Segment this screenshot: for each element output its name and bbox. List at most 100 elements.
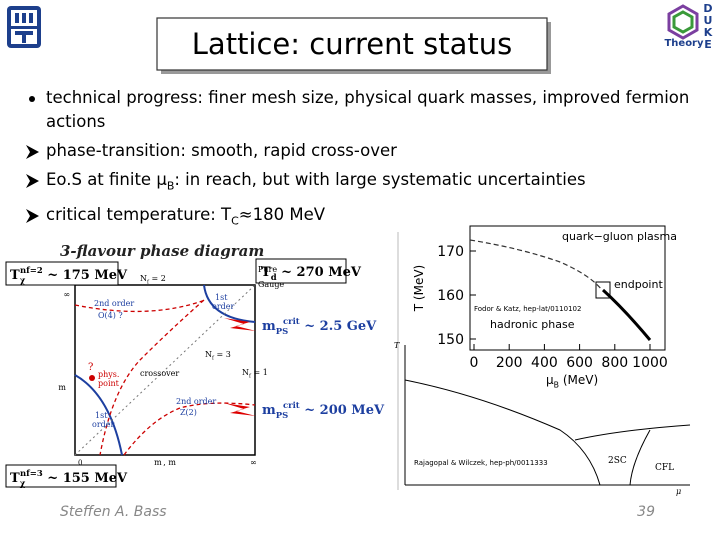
- reference: Rajagopal & Wilczek, hep-ph/0011333: [414, 459, 548, 467]
- bullet-marker: [18, 139, 46, 163]
- label-base: m: [262, 403, 276, 418]
- figure-label: 1st: [215, 293, 228, 302]
- y-tick-label: 150: [437, 332, 464, 348]
- figure-label: 2nd order: [94, 299, 134, 308]
- label-sup: crit: [283, 400, 300, 410]
- bullet-item: critical temperature: TC≈180 MeV: [18, 203, 698, 233]
- figure-label: m: [58, 383, 66, 392]
- phys-point: [89, 375, 95, 381]
- first-order-line: [203, 284, 256, 323]
- figure-label: ?: [88, 362, 93, 373]
- text: technical progress: finer mesh size, phy…: [46, 88, 690, 131]
- figure-label: order: [212, 302, 234, 311]
- label-base: N: [205, 350, 212, 359]
- university-logo: [7, 6, 41, 48]
- figure-label: phys.: [98, 370, 119, 379]
- logo-letter: E: [704, 38, 712, 51]
- label-rest: ~ 175 MeV: [43, 268, 128, 283]
- label-sup: crit: [283, 316, 300, 326]
- page-number: 39: [637, 504, 655, 520]
- diagram-frame: [74, 284, 256, 456]
- figure-label: Tχnf=2 ~ 175 MeV: [10, 265, 128, 285]
- arrow-icon: [224, 318, 256, 331]
- figure-label: CFL: [655, 463, 674, 473]
- text: critical temperature: T: [46, 205, 232, 225]
- figure-label: 2SC: [608, 456, 627, 466]
- figure-label: ∞: [250, 458, 257, 467]
- label-box: [5, 261, 119, 286]
- figure-label: ∞: [63, 290, 70, 299]
- ref-bg: [472, 302, 610, 313]
- figure-label: 2nd order: [176, 397, 216, 406]
- figure-label: 1st: [95, 411, 108, 420]
- label-sub: d: [271, 272, 277, 282]
- reference: Fodor & Katz, hep-lat/0110102: [474, 305, 581, 313]
- label-base: T: [261, 265, 271, 280]
- csc-plot: Tμ 2SC CFL Rajagopal & Wilczek, hep-ph/0011…: [394, 341, 691, 496]
- logo-caption: Theory: [664, 38, 704, 49]
- figure-label: 0: [78, 459, 82, 467]
- bullet-text: critical temperature: TC≈180 MeV: [46, 203, 325, 233]
- y-tick-label: 160: [437, 288, 464, 304]
- label-sub: f: [147, 279, 150, 285]
- figure-label: Td ~ 270 MeV: [261, 265, 362, 282]
- arrow: [26, 209, 39, 224]
- title-box: [156, 17, 548, 71]
- logo-letter: K: [704, 26, 713, 39]
- label-rest: (MeV): [559, 373, 598, 387]
- critical-line: [74, 299, 206, 313]
- diagonal: [74, 284, 256, 456]
- label-rest: = 1: [251, 368, 268, 377]
- slide-title: Lattice: current status: [192, 27, 512, 61]
- lattice-plot: 150 160 170 0 200 400 600 800 1000 T (MeV) μB (MeV…: [412, 225, 677, 390]
- figure-label: point: [98, 379, 120, 388]
- label-sub: χ: [20, 275, 26, 285]
- label-rest: ~ 270 MeV: [277, 265, 362, 280]
- figure-label: hadronic phase: [490, 318, 575, 331]
- bullet-list: technical progress: finer mesh size, phy…: [18, 86, 698, 239]
- dot: [29, 96, 35, 102]
- figure-label: μ: [676, 487, 681, 496]
- x-tick-label: 600: [566, 355, 593, 371]
- arrow: [26, 145, 39, 159]
- label-box: [255, 258, 347, 284]
- bullet-item: Eo.S at finite μB: in reach, but with la…: [18, 168, 698, 198]
- label-base: N: [242, 368, 249, 377]
- x-tick-label: 1000: [632, 355, 668, 371]
- figure-label: mPScrit ~ 200 MeV: [262, 400, 385, 420]
- x-axis-label: μB (MeV): [546, 373, 598, 390]
- label-sub: PS: [276, 410, 288, 420]
- label-base: N: [140, 274, 147, 283]
- figure-label: Nf = 1: [242, 368, 268, 379]
- label-base: T: [10, 471, 20, 486]
- first-order-line: [601, 288, 652, 341]
- label-base: T: [10, 268, 20, 283]
- plot-frame: [469, 225, 666, 351]
- bullet-item: technical progress: finer mesh size, phy…: [18, 86, 698, 134]
- figure-label: quark−gluon plasma: [562, 230, 677, 243]
- figure-label: Gauge: [258, 280, 284, 289]
- bullet-text: phase-transition: smooth, rapid cross-ov…: [46, 139, 397, 163]
- figure-label: m , m: [154, 458, 176, 467]
- label-sup: nf=3: [20, 468, 43, 478]
- first-order-line: [74, 374, 123, 456]
- label-sub: χ: [20, 478, 26, 488]
- arrow-icon: [224, 403, 256, 416]
- subscript: B: [166, 179, 175, 193]
- label-sub: f: [249, 373, 252, 379]
- label-sub: f: [212, 355, 215, 361]
- footer-author: Steffen A. Bass: [60, 504, 167, 520]
- label-rest: = 3: [214, 350, 231, 359]
- label-rest: ~ 155 MeV: [43, 471, 128, 486]
- bullet-marker: [18, 203, 46, 233]
- label-box: [5, 464, 117, 488]
- bullet-item: phase-transition: smooth, rapid cross-ov…: [18, 139, 698, 163]
- y-tick-label: 170: [437, 244, 464, 260]
- label-sub: PS: [276, 326, 288, 336]
- theory-logo: Theory D U K E: [664, 2, 712, 51]
- phase-boundary: [629, 429, 651, 486]
- endpoint-box: [595, 281, 611, 299]
